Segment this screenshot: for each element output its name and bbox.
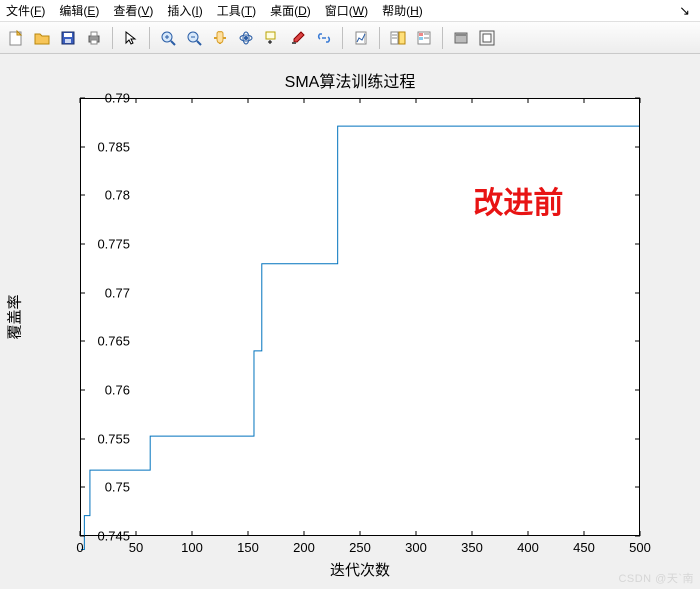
new-figure-button[interactable] [4, 26, 28, 50]
y-tick-label: 0.765 [80, 334, 130, 349]
x-tick-label: 200 [293, 540, 315, 555]
annotation-text: 改进前 [473, 178, 563, 222]
x-axis-label: 迭代次数 [330, 559, 390, 580]
zoom-in-icon [160, 30, 176, 46]
pan-button[interactable] [208, 26, 232, 50]
x-tick-label: 300 [405, 540, 427, 555]
menu-t[interactable]: 工具(T) [217, 2, 256, 19]
y-tick-label: 0.75 [80, 480, 130, 495]
menu-v[interactable]: 查看(V) [113, 2, 153, 19]
dock-icon [479, 30, 495, 46]
dock-button[interactable] [475, 26, 499, 50]
link-button[interactable] [312, 26, 336, 50]
open-file-button[interactable] [30, 26, 54, 50]
hide-plot-tools-icon [453, 30, 469, 46]
toolbar [0, 22, 700, 54]
x-tick-label: 150 [237, 540, 259, 555]
x-tick-label: 50 [129, 540, 143, 555]
insert-legend-button[interactable] [412, 26, 436, 50]
menu-w[interactable]: 窗口(W) [325, 2, 368, 19]
zoom-out-button[interactable] [182, 26, 206, 50]
plot-axes[interactable]: 改进前 [80, 98, 640, 536]
menubar: 文件(F) 编辑(E) 查看(V) 插入(I) 工具(T) 桌面(D) 窗口(W) 帮助(H)… [0, 0, 700, 22]
x-tick-label: 450 [573, 540, 595, 555]
y-tick-label: 0.78 [80, 188, 130, 203]
link-icon [316, 30, 332, 46]
zoom-in-button[interactable] [156, 26, 180, 50]
zoom-out-icon [186, 30, 202, 46]
y-axis-label: 覆盖率 [4, 294, 25, 339]
legend-button[interactable] [386, 26, 410, 50]
data-cursor-button[interactable] [260, 26, 284, 50]
edit-pointer-icon [123, 30, 139, 46]
insert-legend-icon [416, 30, 432, 46]
menu-h[interactable]: 帮助(H) [382, 2, 423, 19]
x-tick-label: 500 [629, 540, 651, 555]
colorbar-button[interactable] [349, 26, 373, 50]
brush-icon [290, 30, 306, 46]
save-button[interactable] [56, 26, 80, 50]
y-tick-label: 0.77 [80, 285, 130, 300]
y-tick-label: 0.785 [80, 139, 130, 154]
open-file-icon [34, 30, 50, 46]
watermark: CSDN @天`南 [618, 570, 694, 586]
save-icon [60, 30, 76, 46]
x-tick-label: 400 [517, 540, 539, 555]
rotate-3d-button[interactable] [234, 26, 258, 50]
rotate-3d-icon [238, 30, 254, 46]
x-tick-label: 350 [461, 540, 483, 555]
new-figure-icon [8, 30, 24, 46]
edit-pointer-button[interactable] [119, 26, 143, 50]
dock-pin-icon[interactable]: ↘ [679, 3, 690, 19]
legend-icon [390, 30, 406, 46]
pan-icon [212, 30, 228, 46]
y-tick-label: 0.775 [80, 237, 130, 252]
y-tick-label: 0.745 [80, 529, 130, 544]
y-tick-label: 0.755 [80, 431, 130, 446]
figure-area: SMA算法训练过程 覆盖率 迭代次数 改进前 CSDN @天`南 0.745 0.… [0, 54, 700, 589]
hide-plot-tools-button[interactable] [449, 26, 473, 50]
menu-e[interactable]: 编辑(E) [59, 2, 99, 19]
data-cursor-icon [264, 30, 280, 46]
line-plot [81, 99, 639, 535]
x-tick-label: 0 [76, 540, 83, 555]
brush-button[interactable] [286, 26, 310, 50]
y-tick-label: 0.79 [80, 91, 130, 106]
menu-f[interactable]: 文件(F) [6, 2, 45, 19]
menu-i[interactable]: 插入(I) [167, 2, 202, 19]
menu-d[interactable]: 桌面(D) [270, 2, 311, 19]
x-tick-label: 250 [349, 540, 371, 555]
chart-title: SMA算法训练过程 [0, 68, 700, 92]
y-tick-label: 0.76 [80, 383, 130, 398]
x-tick-label: 100 [181, 540, 203, 555]
print-icon [86, 30, 102, 46]
colorbar-icon [353, 30, 369, 46]
print-button[interactable] [82, 26, 106, 50]
